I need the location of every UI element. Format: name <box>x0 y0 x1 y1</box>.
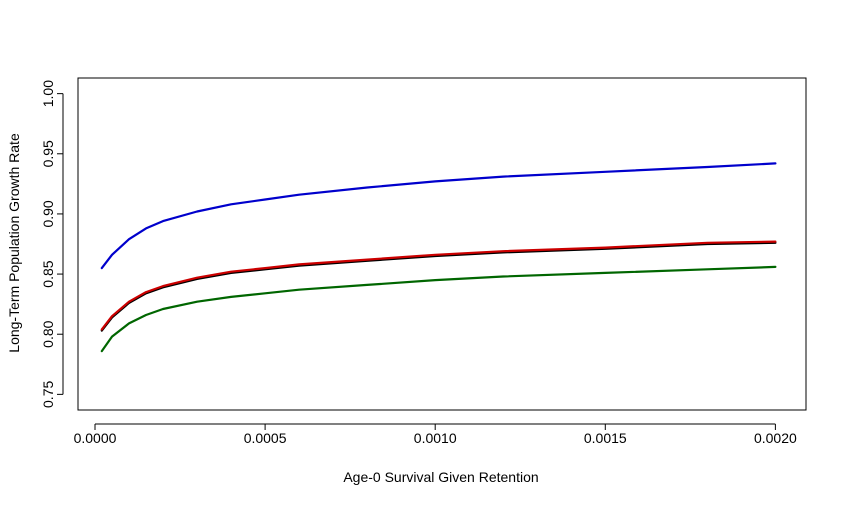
x-axis: 0.0000 0.0005 0.0010 0.0015 0.0020 <box>74 423 797 446</box>
x-tick-label: 0.0005 <box>244 430 287 446</box>
series-line-4 <box>100 265 777 353</box>
series-layer <box>100 162 777 353</box>
y-axis-title: Long-Term Population Growth Rate <box>6 133 22 353</box>
series-line-1 <box>100 162 777 270</box>
y-tick-label: 0.75 <box>40 381 56 408</box>
y-axis: 0.75 0.80 0.85 0.90 0.95 1.00 <box>40 80 64 408</box>
x-tick-label: 0.0015 <box>584 430 627 446</box>
x-tick-label: 0.0010 <box>414 430 457 446</box>
y-tick-label: 0.85 <box>40 260 56 287</box>
x-axis-title: Age-0 Survival Given Retention <box>343 469 538 485</box>
y-tick-label: 0.90 <box>40 200 56 227</box>
series-line-3 <box>100 240 777 331</box>
x-tick-label: 0.0020 <box>754 430 797 446</box>
series-line-2 <box>100 241 777 332</box>
x-tick-label: 0.0000 <box>74 430 117 446</box>
y-tick-label: 1.00 <box>40 80 56 107</box>
plot-frame <box>77 77 807 411</box>
y-tick-label: 0.95 <box>40 140 56 167</box>
y-tick-label: 0.80 <box>40 320 56 347</box>
